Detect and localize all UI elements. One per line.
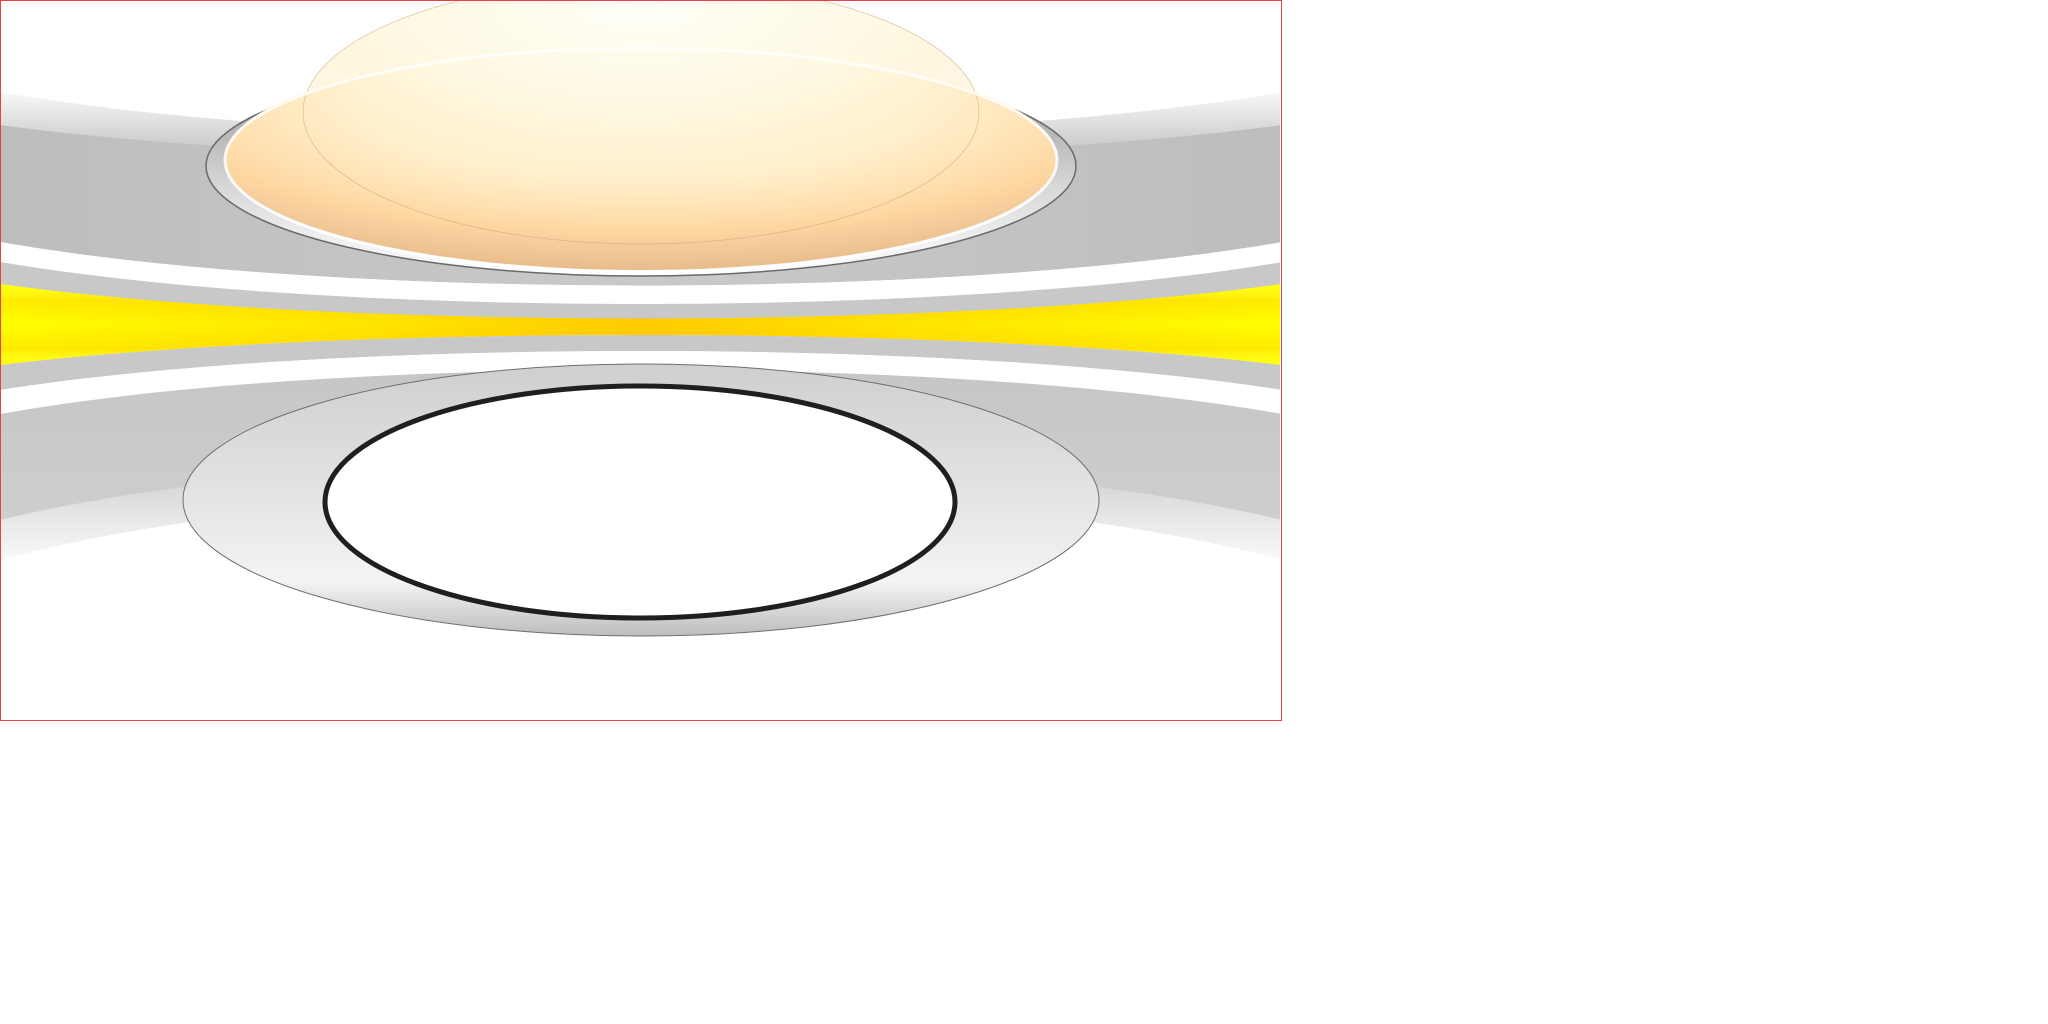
scene-group [1, 1, 1280, 720]
lower-hole [322, 383, 958, 621]
frame-border [0, 0, 1282, 721]
lower-white-sliver [1, 351, 1280, 414]
upper-lens-inner [302, 1, 980, 245]
upper-lens-edge [223, 46, 1059, 274]
yellow-band-shade [1, 284, 1280, 365]
lower-thin-strip [1, 335, 1280, 390]
upper-thin-strip [1, 262, 1280, 320]
upper-white-sliver [1, 242, 1280, 304]
